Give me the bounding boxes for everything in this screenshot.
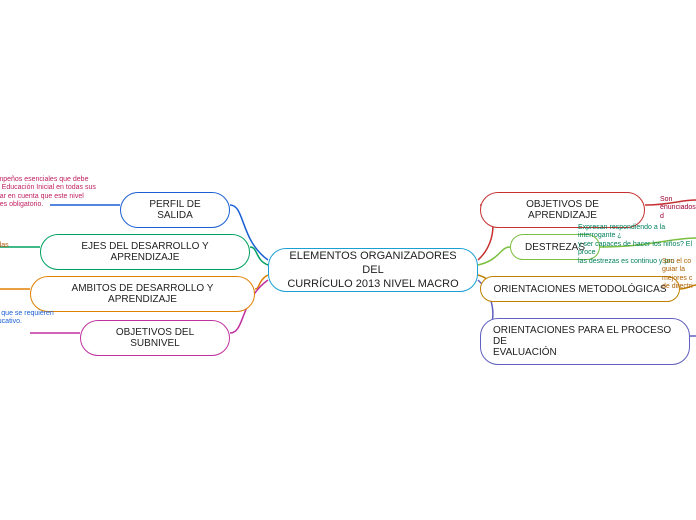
node-description: sempeños esenciales que debe r la Educac… [0, 176, 96, 210]
center-node: ELEMENTOS ORGANIZADORES DELCURRÍCULO 201… [268, 248, 478, 292]
branch-node: PERFIL DE SALIDA [120, 192, 230, 228]
branch-node: AMBITOS DE DESARROLLO Y APRENDIZAJE [30, 276, 255, 312]
branch-node: EJES DEL DESARROLLO Y APRENDIZAJE [40, 234, 250, 270]
node-description: Son el co guiar la mejores c de directri [662, 258, 693, 292]
branch-node: OBJETIVOS DEL SUBNIVEL [80, 320, 230, 356]
node-description: Son enunciados d [660, 196, 696, 221]
branch-node: ORIENTACIONES PARA EL PROCESO DEEVALUACI… [480, 318, 690, 365]
branch-node: OBJETIVOS DE APRENDIZAJE [480, 192, 645, 228]
node-description: aje que se requieren educativo. [0, 310, 54, 327]
branch-node: ORIENTACIONES METODOLÓGICAS [480, 276, 680, 302]
node-description: se an las [0, 234, 9, 251]
